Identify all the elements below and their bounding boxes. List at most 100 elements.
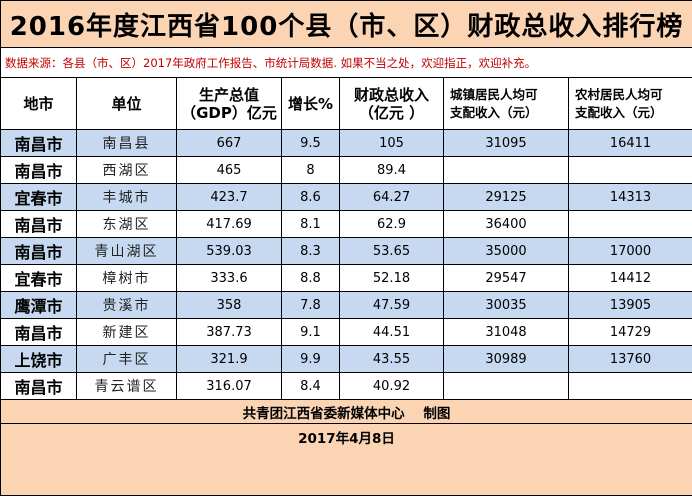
city-cell: 南昌市	[1, 130, 77, 157]
gdp-cell: 667	[177, 130, 282, 157]
table-row: 鹰潭市 贵溪市 358 7.8 47.59 30035 13905	[1, 292, 692, 319]
urban-income-cell: 29125	[444, 184, 569, 211]
urban-income-cell	[444, 373, 569, 400]
rural-income-cell: 13760	[569, 346, 692, 373]
city-cell: 宜春市	[1, 184, 77, 211]
table-row: 南昌市 青山湖区 539.03 8.3 53.65 35000 17000	[1, 238, 692, 265]
unit-cell: 东湖区	[77, 211, 177, 238]
growth-cell: 8.3	[282, 238, 340, 265]
urban-income-cell: 35000	[444, 238, 569, 265]
header-rural-income: 农村居民人均可 支配收入（元）	[569, 78, 692, 130]
table-row: 南昌市 西湖区 465 8 89.4	[1, 157, 692, 184]
table-row: 上饶市 广丰区 321.9 9.9 43.55 30989 13760	[1, 346, 692, 373]
gdp-cell: 417.69	[177, 211, 282, 238]
gdp-cell: 333.6	[177, 265, 282, 292]
gdp-cell: 316.07	[177, 373, 282, 400]
city-cell: 宜春市	[1, 265, 77, 292]
urban-income-cell: 36400	[444, 211, 569, 238]
rural-income-cell: 14313	[569, 184, 692, 211]
header-row: 地市 单位 生产总值 （GDP）亿元 增长% 财政总收入 （亿元 ） 城镇居民人…	[1, 78, 692, 130]
city-cell: 南昌市	[1, 238, 77, 265]
growth-cell: 8.6	[282, 184, 340, 211]
gdp-cell: 321.9	[177, 346, 282, 373]
page-title: 2016年度江西省100个县（市、区）财政总收入排行榜	[1, 1, 692, 48]
header-urban-line1: 城镇居民人均可	[450, 86, 568, 104]
fiscal-cell: 44.51	[340, 319, 444, 346]
header-rural-line2: 支配收入（元）	[575, 104, 692, 122]
table-row: 南昌市 新建区 387.73 9.1 44.51 31048 14729	[1, 319, 692, 346]
unit-cell: 新建区	[77, 319, 177, 346]
header-growth: 增长%	[282, 78, 340, 130]
fiscal-cell: 64.27	[340, 184, 444, 211]
fiscal-cell: 47.59	[340, 292, 444, 319]
city-cell: 南昌市	[1, 373, 77, 400]
fiscal-cell: 105	[340, 130, 444, 157]
rural-income-cell: 14729	[569, 319, 692, 346]
fiscal-cell: 40.92	[340, 373, 444, 400]
growth-cell: 9.1	[282, 319, 340, 346]
header-urban-line2: 支配收入（元）	[450, 104, 568, 122]
urban-income-cell: 30989	[444, 346, 569, 373]
gdp-cell: 387.73	[177, 319, 282, 346]
rural-income-cell: 17000	[569, 238, 692, 265]
unit-cell: 广丰区	[77, 346, 177, 373]
table-row: 南昌市 青云谱区 316.07 8.4 40.92	[1, 373, 692, 400]
rural-income-cell: 14412	[569, 265, 692, 292]
header-fiscal-line1: 财政总收入	[340, 86, 443, 104]
header-city: 地市	[1, 78, 77, 130]
rural-income-cell	[569, 211, 692, 238]
header-rural-line1: 农村居民人均可	[575, 86, 692, 104]
city-cell: 南昌市	[1, 211, 77, 238]
urban-income-cell: 30035	[444, 292, 569, 319]
city-cell: 上饶市	[1, 346, 77, 373]
header-gdp: 生产总值 （GDP）亿元	[177, 78, 282, 130]
source-note: 数据来源：各县（市、区）2017年政府工作报告、市统计局数据. 如果不当之处，欢…	[1, 48, 692, 78]
growth-cell: 7.8	[282, 292, 340, 319]
city-cell: 南昌市	[1, 319, 77, 346]
growth-cell: 8	[282, 157, 340, 184]
growth-cell: 9.5	[282, 130, 340, 157]
gdp-cell: 539.03	[177, 238, 282, 265]
table-row: 南昌市 东湖区 417.69 8.1 62.9 36400	[1, 211, 692, 238]
header-fiscal: 财政总收入 （亿元 ）	[340, 78, 444, 130]
table-row: 南昌市 南昌县 667 9.5 105 31095 16411	[1, 130, 692, 157]
table-row: 宜春市 丰城市 423.7 8.6 64.27 29125 14313	[1, 184, 692, 211]
unit-cell: 西湖区	[77, 157, 177, 184]
unit-cell: 丰城市	[77, 184, 177, 211]
unit-cell: 樟树市	[77, 265, 177, 292]
growth-cell: 9.9	[282, 346, 340, 373]
city-cell: 南昌市	[1, 157, 77, 184]
header-unit: 单位	[77, 78, 177, 130]
unit-cell: 青山湖区	[77, 238, 177, 265]
gdp-cell: 465	[177, 157, 282, 184]
urban-income-cell: 29547	[444, 265, 569, 292]
footer-date: 2017年4月8日	[1, 424, 692, 496]
rural-income-cell	[569, 157, 692, 184]
fiscal-cell: 43.55	[340, 346, 444, 373]
unit-cell: 南昌县	[77, 130, 177, 157]
growth-cell: 8.1	[282, 211, 340, 238]
unit-cell: 贵溪市	[77, 292, 177, 319]
urban-income-cell: 31048	[444, 319, 569, 346]
table-row: 宜春市 樟树市 333.6 8.8 52.18 29547 14412	[1, 265, 692, 292]
growth-cell: 8.8	[282, 265, 340, 292]
urban-income-cell: 31095	[444, 130, 569, 157]
growth-cell: 8.4	[282, 373, 340, 400]
rural-income-cell: 13905	[569, 292, 692, 319]
header-fiscal-line2: （亿元 ）	[340, 104, 443, 122]
fiscal-cell: 62.9	[340, 211, 444, 238]
fiscal-cell: 89.4	[340, 157, 444, 184]
fiscal-cell: 53.65	[340, 238, 444, 265]
header-gdp-line2: （GDP）亿元	[177, 104, 281, 122]
footer-credit: 共青团江西省委新媒体中心 制图	[1, 400, 692, 424]
gdp-cell: 358	[177, 292, 282, 319]
gdp-cell: 423.7	[177, 184, 282, 211]
city-cell: 鹰潭市	[1, 292, 77, 319]
rural-income-cell	[569, 373, 692, 400]
unit-cell: 青云谱区	[77, 373, 177, 400]
header-gdp-line1: 生产总值	[177, 86, 281, 104]
urban-income-cell	[444, 157, 569, 184]
rural-income-cell: 16411	[569, 130, 692, 157]
